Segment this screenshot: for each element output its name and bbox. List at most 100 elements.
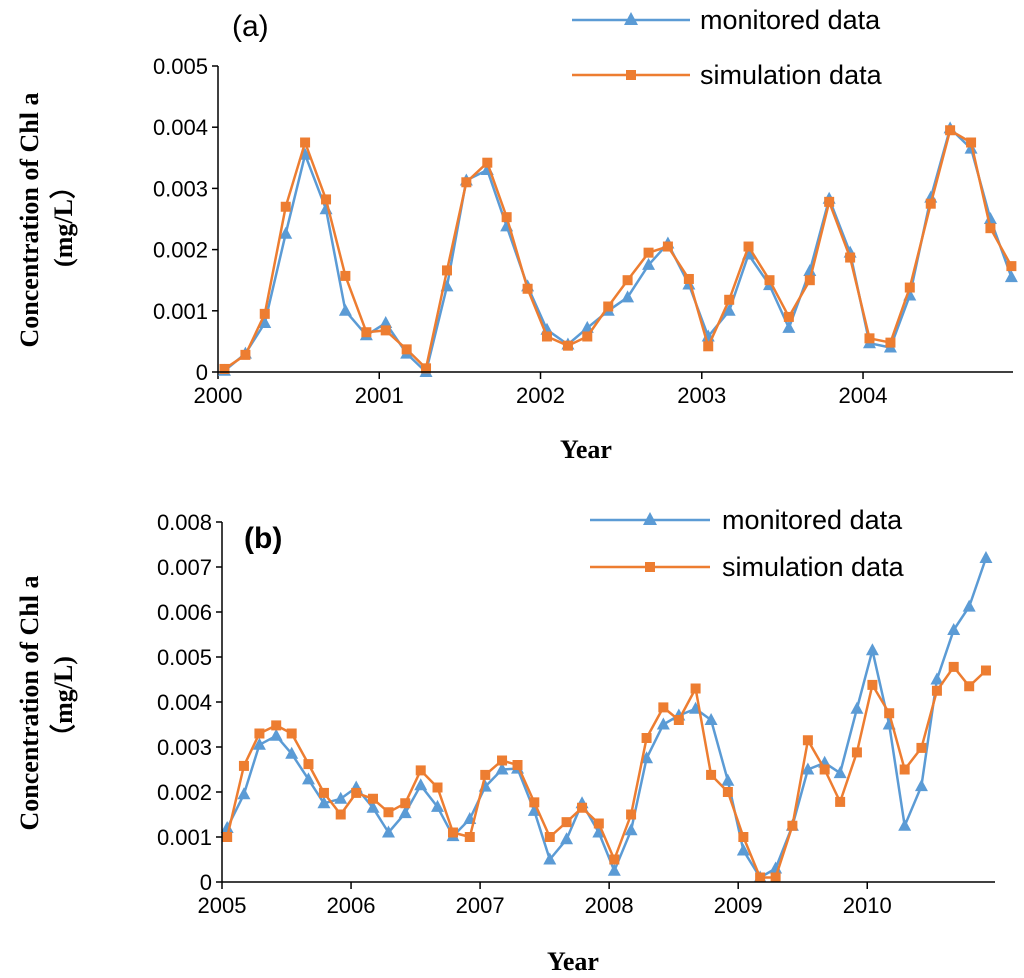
panel-b-monitored-point (704, 713, 718, 725)
panel-a-simulation-point (945, 125, 956, 136)
panel-a-monitored-point (279, 226, 293, 239)
panel-a-x-tick-label: 2000 (194, 383, 243, 408)
panel-b-simulation-point (609, 854, 620, 865)
panel-a-y-tick-label: 0.003 (153, 176, 208, 201)
panel-b-simulation-point (980, 665, 991, 676)
panel-b-monitored-point (865, 643, 879, 656)
panel-b-monitored-point (220, 821, 234, 833)
panel-b-x-tick-label: 2008 (585, 893, 634, 918)
panel-a-simulation-point (603, 301, 614, 312)
panel-b-y-tick-label: 0.004 (157, 690, 212, 715)
panel-a-simulation-point (864, 333, 875, 344)
legend-a-simulation-label: simulation data (700, 60, 883, 90)
panel-b-monitored-series-line (226, 557, 988, 879)
panel-a-simulation-point (300, 137, 311, 148)
panel-a-x-tick-label: 2004 (839, 383, 888, 408)
panel-b-simulation-point (722, 787, 733, 797)
panel-b-monitored-point (914, 779, 928, 792)
panel-a-y-axis-title: Concentration of Chl a (mg/L） (15, 93, 78, 348)
panel-b-monitored-point (527, 803, 541, 816)
panel-b-simulation-point (964, 681, 975, 692)
legend-a-monitored-marker (624, 12, 638, 25)
panel-a-simulation-point (240, 349, 251, 360)
panel-b-simulation-point (415, 765, 426, 776)
panel-b-simulation-point (497, 755, 508, 766)
panel-b-monitored-point (607, 863, 621, 876)
panel-a-monitored-series-line (223, 127, 1013, 374)
panel-a-label: (a) (232, 10, 269, 43)
panel-b-simulation-point (303, 759, 314, 770)
panel-b-simulation-point (464, 832, 475, 842)
panel-b-simulation-point (738, 832, 749, 842)
panel-b-simulation-point (432, 782, 443, 793)
panel-b-simulation-point (690, 683, 701, 694)
panel-a-x-tick-label: 2003 (677, 383, 726, 408)
panel-b-monitored-point (317, 796, 331, 809)
panel-b-y-tick-label: 0.008 (157, 510, 212, 535)
panel-a-x-axis-title: Year (560, 435, 612, 464)
panel-b-monitored-point (269, 728, 283, 741)
panel-b-monitored-point (592, 825, 606, 838)
panel-a-simulation-point (401, 344, 412, 355)
panel-b-simulation-point (658, 702, 669, 713)
panel-b-y-tick-label: 0.002 (157, 780, 212, 805)
panel-a-simulation-point (724, 294, 735, 305)
panel-b-simulation-point (512, 760, 523, 770)
panel-a-simulation-point (582, 331, 593, 342)
panel-b-monitored-point (285, 746, 299, 759)
panel-a-simulation-point (764, 275, 775, 286)
panel-b-monitored-point (543, 852, 557, 865)
panel-b-monitored-point (947, 623, 961, 635)
panel-b-simulation-point (383, 807, 394, 818)
panel-b-y-tick-label: 0.007 (157, 555, 212, 580)
panel-b-legend: monitored data simulation data (590, 505, 905, 582)
panel-a-simulation-point (925, 198, 936, 209)
panel-a-simulation-point (966, 137, 977, 148)
panel-b-y-axis-title: Concentration of Chl a （mg/L) (15, 576, 78, 831)
panel-b-x-tick-label: 2010 (843, 893, 892, 918)
panel-a-simulation-point (662, 241, 673, 252)
panel-b-simulation-point (577, 802, 588, 813)
panel-a-simulation-point (622, 275, 633, 286)
panel-a-simulation-point (703, 341, 714, 352)
panel-a-simulation-point (361, 327, 372, 338)
panel-b-simulation-series-line (225, 665, 987, 879)
panel-a-monitored-point (338, 303, 352, 316)
panel-a-simulation-point (683, 273, 694, 284)
panel-a-y-title-line2: (mg/L） (49, 173, 78, 267)
panel-b-monitored-point (624, 823, 638, 836)
panel-b-simulation-point (899, 764, 910, 775)
panel-a-simulation-point (541, 331, 552, 342)
panel-b-simulation-point (770, 872, 781, 883)
panel-a-y-tick-labels: 0 0.001 0.002 0.003 0.004 0.005 (153, 54, 218, 385)
panel-b-simulation-point (400, 798, 411, 809)
panel-a-simulation-point (824, 196, 835, 207)
legend-b-simulation-marker (645, 562, 655, 572)
panel-a-simulation-point (885, 337, 896, 348)
panel-b-label: (b) (244, 522, 282, 555)
panel-a-y-tick-label: 0.001 (153, 299, 208, 324)
panel-b-simulation-point (787, 820, 798, 831)
legend-b-monitored-marker (643, 512, 657, 525)
panel-b-y-tick-labels: 0 0.001 0.002 0.003 0.004 0.005 0.006 0.007 0.00… (157, 510, 222, 895)
panel-b-monitored-point (898, 818, 912, 831)
panel-b-y-tick-label: 0.005 (157, 645, 212, 670)
legend-a-simulation-marker (626, 70, 636, 80)
panel-b-simulation-point (593, 818, 604, 829)
panel-a-simulation-point (501, 212, 512, 223)
panel-b-simulation-point (447, 827, 458, 838)
panel-b-monitored-point (495, 762, 509, 775)
panel-b-x-tick-label: 2009 (714, 893, 763, 918)
panel-b-y-tick-label: 0 (200, 870, 212, 895)
panel-b-simulation-point (755, 872, 766, 883)
panel-b-simulation-point (641, 733, 652, 743)
panel-a-simulation-point (482, 157, 493, 168)
panel-a-simulation-point (743, 241, 754, 252)
panel-a-simulation-point (562, 340, 573, 351)
panel-a-x-tick-label: 2002 (516, 383, 565, 408)
panel-b-x-tick-label: 2006 (327, 893, 376, 918)
panel-a-x-tick-labels: 2000 2001 2002 2003 2004 (194, 372, 888, 408)
panel-b-simulation-point (238, 760, 249, 771)
panel-b-simulation-point (851, 747, 862, 758)
